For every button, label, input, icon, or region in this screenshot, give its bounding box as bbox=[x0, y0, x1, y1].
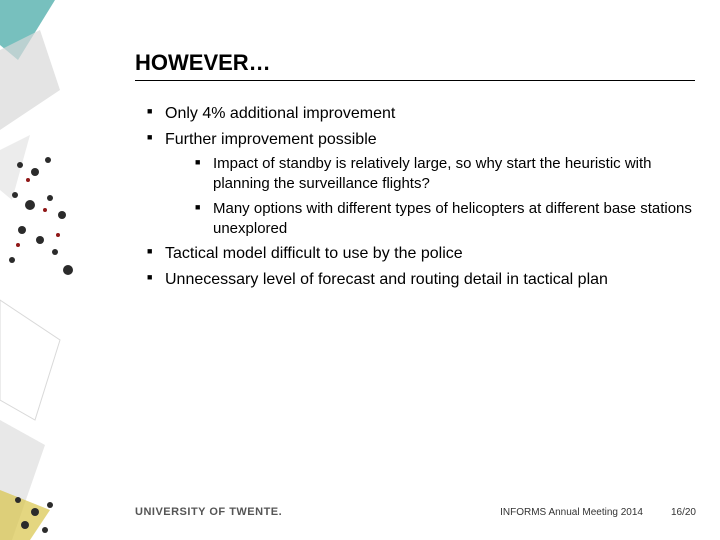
university-name: UNIVERSITY OF TWENTE. bbox=[135, 506, 282, 518]
slide-footer: UNIVERSITY OF TWENTE. INFORMS Annual Mee… bbox=[135, 506, 696, 518]
sub-bullet-item: Impact of standby is relatively large, s… bbox=[195, 154, 695, 195]
footer-meta: INFORMS Annual Meeting 2014 16/20 bbox=[500, 507, 696, 518]
bullet-item: Tactical model difficult to use by the p… bbox=[147, 243, 695, 265]
bullet-item: Further improvement possible Impact of s… bbox=[147, 129, 695, 240]
bullet-item: Only 4% additional improvement bbox=[147, 103, 695, 125]
slide-content: HOWEVER… Only 4% additional improvement … bbox=[135, 50, 695, 294]
page-number: 16/20 bbox=[671, 507, 696, 518]
sub-bullet-list: Impact of standby is relatively large, s… bbox=[165, 154, 695, 239]
conference-name: INFORMS Annual Meeting 2014 bbox=[500, 507, 643, 518]
background-decoration bbox=[0, 0, 100, 540]
bullet-list: Only 4% additional improvement Further i… bbox=[135, 103, 695, 290]
slide-title: HOWEVER… bbox=[135, 50, 695, 81]
sub-bullet-item: Many options with different types of hel… bbox=[195, 199, 695, 240]
bullet-text: Further improvement possible bbox=[165, 131, 377, 148]
bullet-item: Unnecessary level of forecast and routin… bbox=[147, 269, 695, 291]
